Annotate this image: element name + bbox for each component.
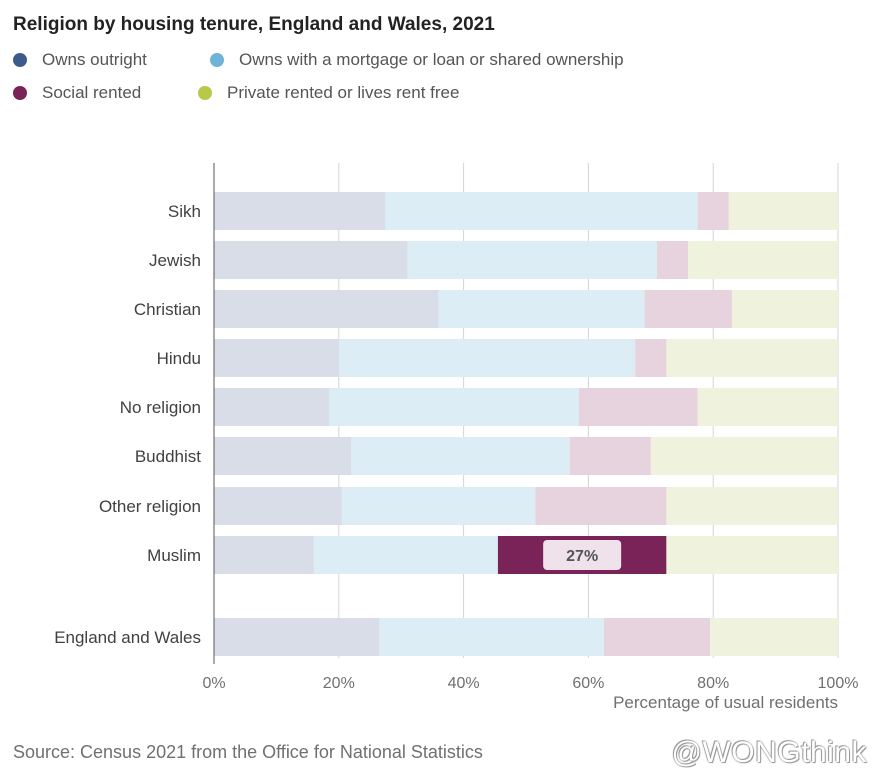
chart-title: Religion by housing tenure, England and …	[13, 14, 495, 35]
category-label: Sikh	[168, 202, 201, 221]
x-tick-label: 60%	[572, 675, 604, 692]
category-label: Hindu	[157, 349, 201, 368]
bar-segment	[438, 290, 645, 328]
data-label: 27%	[566, 548, 598, 565]
bar-segment	[666, 339, 838, 377]
category-label: England and Wales	[54, 628, 201, 647]
category-label: Other religion	[99, 497, 201, 516]
bar-segment	[666, 487, 838, 525]
legend-label: Owns outright	[42, 50, 147, 69]
bar-segment	[657, 241, 689, 279]
bar-segment	[214, 241, 408, 279]
bar-segment	[214, 290, 439, 328]
bar-segment	[644, 290, 732, 328]
bar-segment	[407, 241, 658, 279]
x-tick-label: 100%	[818, 675, 859, 692]
legend-swatch	[210, 53, 224, 67]
legend-item-social-rented: Social rented	[13, 83, 141, 103]
bar-segment	[214, 618, 380, 656]
bar-segment	[535, 487, 667, 525]
legend-label: Owns with a mortgage or loan or shared o…	[239, 50, 624, 69]
legend-swatch	[198, 86, 212, 100]
x-tick-label: 80%	[697, 675, 729, 692]
x-axis-label: Percentage of usual residents	[613, 693, 838, 712]
bar-segment	[338, 339, 636, 377]
bar-segment	[313, 536, 498, 574]
bar-segment	[214, 487, 342, 525]
data-label-box	[543, 540, 622, 570]
source-note: Source: Census 2021 from the Office for …	[13, 742, 483, 762]
bar-segment	[728, 192, 838, 230]
x-tick-label: 0%	[202, 675, 225, 692]
bar-segment	[341, 487, 536, 525]
bar-segment	[579, 388, 698, 426]
x-tick-label: 40%	[448, 675, 480, 692]
bar-segment	[214, 536, 314, 574]
bar-segment	[635, 339, 667, 377]
bar-segment	[214, 388, 330, 426]
bar-segment	[385, 192, 698, 230]
bar-segment	[329, 388, 580, 426]
bar-segment	[351, 437, 570, 475]
category-label: Muslim	[147, 546, 201, 565]
legend-swatch	[13, 53, 27, 67]
legend-label: Social rented	[42, 83, 142, 102]
watermark: @WONGthink	[671, 736, 867, 769]
bar-segment	[666, 536, 838, 574]
bar-segment	[650, 437, 838, 475]
bar-segment	[697, 192, 729, 230]
bar-segment	[688, 241, 838, 279]
category-label: Buddhist	[135, 447, 201, 466]
legend-item-owns-outright: Owns outright	[13, 50, 147, 70]
bar-segment	[214, 437, 352, 475]
bar-segment	[710, 618, 838, 656]
legend-label: Private rented or lives rent free	[227, 83, 460, 102]
bar-segment	[569, 437, 651, 475]
bar-segment	[604, 618, 711, 656]
legend-swatch	[13, 86, 27, 100]
category-label: Christian	[134, 300, 201, 319]
category-label: No religion	[120, 398, 201, 417]
legend-item-owns-with-mortgage: Owns with a mortgage or loan or shared o…	[210, 50, 624, 70]
bar-segment	[697, 388, 838, 426]
bar-segment	[379, 618, 604, 656]
category-label: Jewish	[149, 251, 201, 270]
bar-segment	[214, 339, 339, 377]
bar-segment	[214, 192, 386, 230]
x-tick-label: 20%	[323, 675, 355, 692]
bar-segment	[731, 290, 838, 328]
legend-item-private-rented: Private rented or lives rent free	[198, 83, 459, 103]
